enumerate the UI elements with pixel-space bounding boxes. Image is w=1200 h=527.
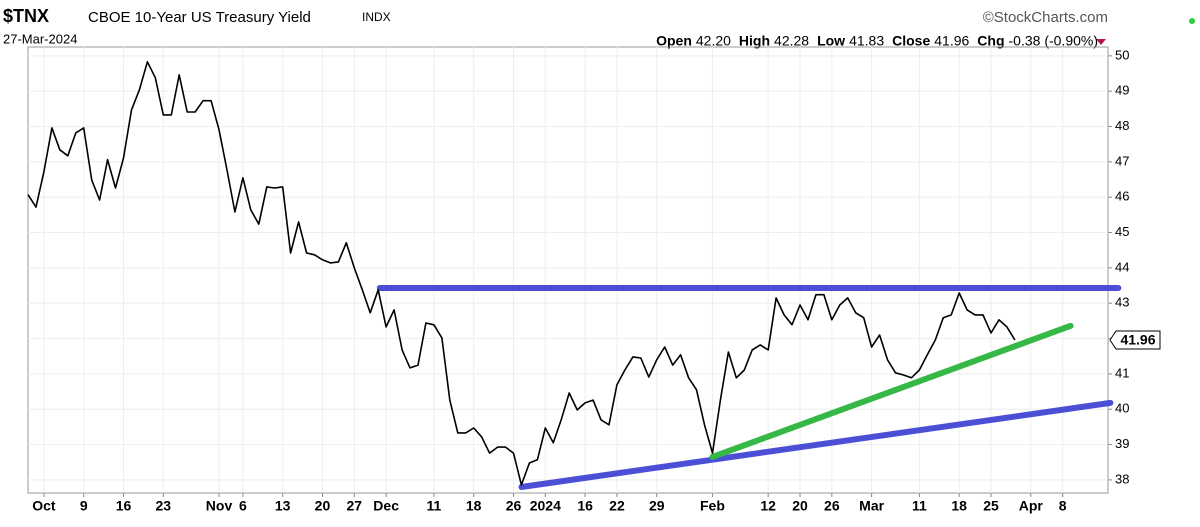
status-dot <box>1189 18 1195 24</box>
y-tick-label: 46 <box>1115 189 1129 204</box>
date: 27-Mar-2024 <box>3 31 77 46</box>
y-tick-label: 47 <box>1115 153 1129 168</box>
quote-value: 41.83 <box>849 33 884 49</box>
x-tick-label: 26 <box>824 498 840 514</box>
symbol: $TNX <box>3 6 49 26</box>
y-tick-label: 40 <box>1115 401 1129 416</box>
x-tick-label: 20 <box>315 498 331 514</box>
x-tick-label: 11 <box>912 498 927 514</box>
security-name: CBOE 10-Year US Treasury Yield <box>88 9 311 26</box>
y-tick-label: 48 <box>1115 118 1129 133</box>
quote-value: 41.96 <box>934 33 969 49</box>
quote-value: 42.28 <box>774 33 809 49</box>
x-tick-label: 18 <box>466 498 482 514</box>
y-tick-label: 50 <box>1115 47 1129 62</box>
quote-label: Close <box>892 33 930 49</box>
quote-value: 42.20 <box>696 33 731 49</box>
x-tick-label: 12 <box>760 498 776 514</box>
x-tick-label: 16 <box>577 498 593 514</box>
price-line <box>27 61 1016 486</box>
y-tick-label: 49 <box>1115 83 1129 98</box>
x-tick-label: 16 <box>116 498 132 514</box>
exchange: INDX <box>362 10 391 24</box>
down-arrow <box>1096 39 1106 45</box>
x-tick-label: 11 <box>426 498 441 514</box>
last-value-label: 41.96 <box>1120 332 1155 348</box>
x-tick-label: Apr <box>1019 498 1044 514</box>
trendline <box>709 322 1074 460</box>
y-tick-label: 43 <box>1115 295 1129 310</box>
quote-label: Chg <box>977 33 1004 49</box>
y-tick-label: 38 <box>1115 471 1129 486</box>
x-tick-label: 6 <box>239 498 247 514</box>
last-value-box <box>1109 330 1161 350</box>
x-tick-label: 25 <box>983 498 999 514</box>
x-tick-label: 18 <box>951 498 967 514</box>
x-tick-label: 2024 <box>530 498 561 514</box>
x-tick-label: 26 <box>506 498 522 514</box>
x-tick-label: 13 <box>275 498 291 514</box>
x-tick-label: Nov <box>206 498 233 514</box>
x-tick-label: Dec <box>373 498 399 514</box>
y-tick-label: 41 <box>1115 365 1129 380</box>
y-tick-label: 44 <box>1115 259 1129 274</box>
trendline <box>518 399 1114 490</box>
y-tick-label: 39 <box>1115 436 1129 451</box>
credit: ©StockCharts.com <box>983 9 1108 26</box>
x-tick-label: 29 <box>649 498 665 514</box>
quote-label: Open <box>656 33 692 49</box>
x-tick-label: Oct <box>32 498 56 514</box>
x-tick-label: 8 <box>1059 498 1067 514</box>
x-tick-label: 22 <box>609 498 625 514</box>
x-tick-label: 23 <box>156 498 172 514</box>
x-tick-label: 27 <box>347 498 363 514</box>
plot-frame <box>27 46 1109 494</box>
y-tick-label: 45 <box>1115 224 1129 239</box>
quote-label: Low <box>817 33 845 49</box>
x-tick-label: 9 <box>80 498 88 514</box>
quote-value: -0.38 (-0.90%) <box>1009 33 1098 49</box>
x-tick-label: Mar <box>859 498 884 514</box>
x-tick-label: 20 <box>792 498 808 514</box>
x-tick-label: Feb <box>700 498 725 514</box>
quote-label: High <box>739 33 770 49</box>
